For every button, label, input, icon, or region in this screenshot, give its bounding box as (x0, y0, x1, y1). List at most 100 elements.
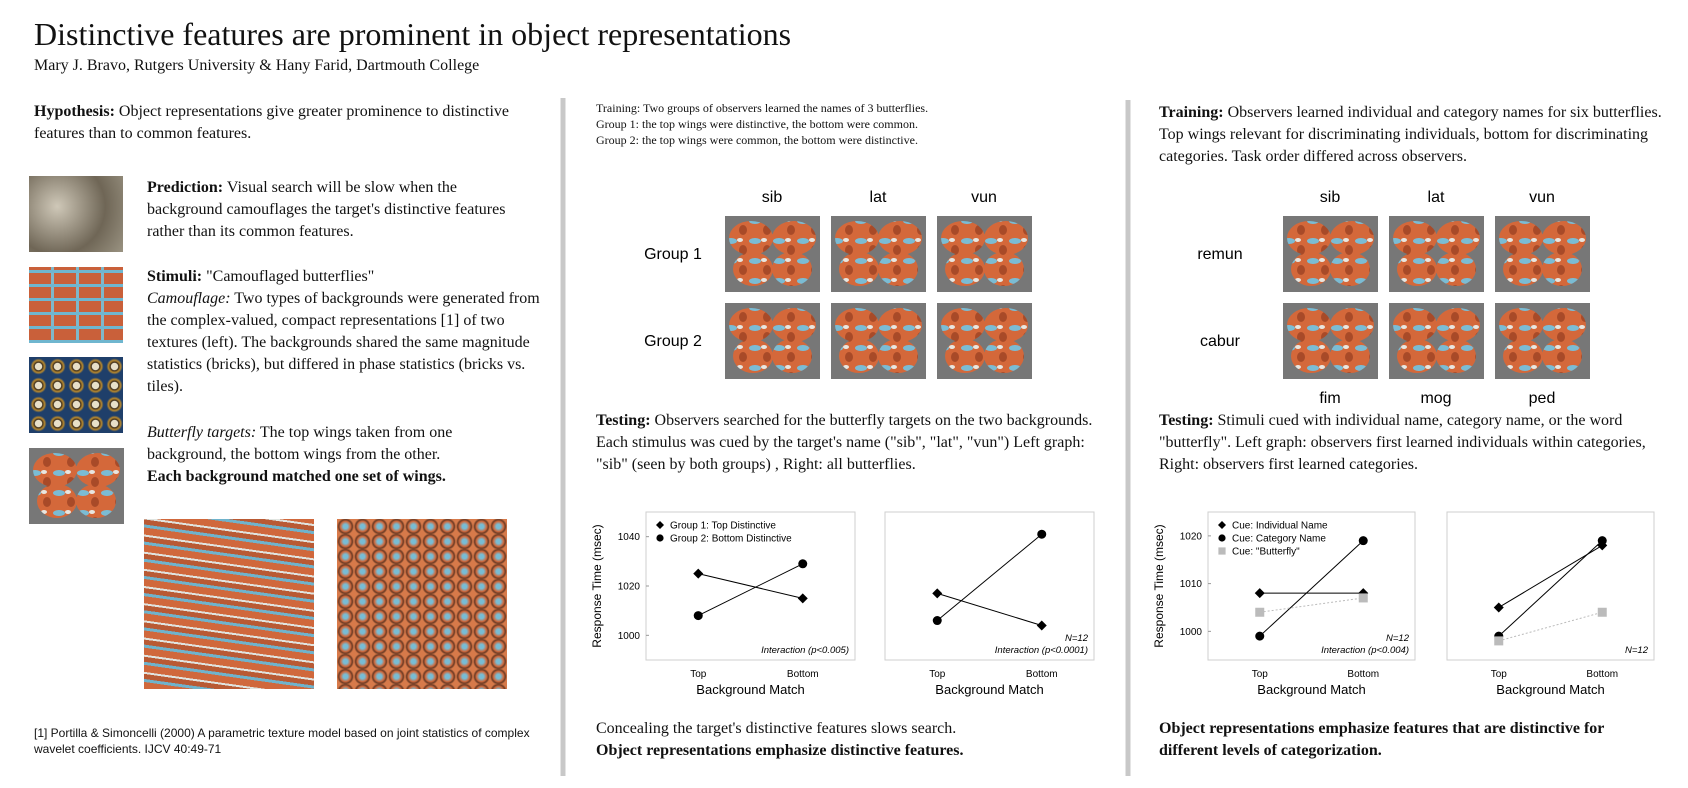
butterfly (725, 216, 820, 292)
text: Object representations give greater prom… (34, 103, 509, 142)
circle-marker (1358, 536, 1368, 546)
x-tick-label: Top (1491, 669, 1508, 680)
text: The top wings taken from one background,… (147, 424, 453, 463)
label: Hypothesis: (34, 103, 115, 120)
legend-label: Cue: Individual Name (1232, 521, 1328, 532)
butterfly (937, 303, 1032, 379)
column-label: sib (762, 189, 783, 206)
square-marker (1494, 636, 1504, 646)
prediction: Prediction: Visual search will be slow w… (147, 177, 507, 243)
annotation: Interaction (p<0.004) (1321, 645, 1409, 656)
y-tick-label: 1040 (618, 532, 641, 543)
plot-frame (884, 511, 1095, 661)
brick-texture (29, 267, 123, 343)
hypothesis: Hypothesis: Object representations give … (34, 101, 544, 145)
series-line (1498, 611, 1603, 642)
annotation: N=12 (1625, 645, 1649, 656)
x-tick-label: Top (929, 669, 946, 680)
circle-marker (1494, 631, 1504, 641)
legend-marker (1218, 534, 1226, 542)
diamond-marker (1358, 588, 1369, 599)
butterfly (831, 216, 926, 292)
square-marker (1255, 607, 1265, 617)
circle-marker (693, 611, 703, 621)
y-tick-label: 1000 (1180, 627, 1203, 638)
label: Training: (1159, 104, 1224, 121)
legend-label: Group 2: Bottom Distinctive (670, 534, 792, 545)
diamond-marker (932, 588, 943, 599)
y-tick-label: 1010 (1180, 579, 1203, 590)
butterfly (1389, 303, 1484, 379)
text: Visual search will be slow when the back… (147, 179, 506, 240)
diamond-marker (1493, 602, 1504, 613)
butterfly (1495, 216, 1590, 292)
butterfly (725, 303, 820, 379)
x-axis-label: Background Match (1496, 682, 1604, 697)
circle-marker (1255, 631, 1265, 641)
conclusion: Concealing the target's distinctive feat… (596, 718, 1116, 762)
circle-marker (1037, 529, 1047, 539)
column-label: vun (971, 189, 997, 206)
x-tick-label: Top (690, 669, 707, 680)
text: "Camouflaged butterflies" (206, 268, 375, 285)
plot-frame (1207, 511, 1416, 661)
x-tick-label: Bottom (1347, 669, 1379, 680)
series-line (698, 563, 803, 617)
column-label: sib (1320, 189, 1341, 206)
series-line (698, 573, 803, 599)
y-axis-label: Response Time (msec) (590, 524, 604, 647)
plot-frame (645, 511, 856, 661)
footnote: [1] Portilla & Simoncelli (2000) A param… (34, 726, 530, 756)
label: Testing: (1159, 412, 1214, 429)
y-axis-label: Response Time (msec) (1152, 524, 1166, 647)
legend-marker (1218, 547, 1226, 555)
diamond-marker (1036, 620, 1047, 631)
series-line (1498, 544, 1603, 608)
row-label: cabur (1200, 333, 1241, 350)
tile-texture (29, 357, 123, 433)
text: Concealing the target's distinctive feat… (596, 720, 957, 737)
diamond-marker (1254, 588, 1265, 599)
line: Group 1: the top wings were distinctive,… (596, 117, 918, 131)
y-tick-label: 1020 (1180, 531, 1203, 542)
column-label: lat (870, 189, 887, 206)
plot-frame (1446, 511, 1655, 661)
butterfly (1283, 303, 1378, 379)
row-label: Group 1 (644, 246, 702, 263)
legend-marker (656, 534, 664, 542)
rock-texture (29, 176, 123, 252)
diamond-marker (693, 568, 704, 579)
authors: Mary J. Bravo, Rutgers University & Hany… (34, 57, 480, 74)
targets: Butterfly targets: The top wings taken f… (147, 422, 507, 488)
label: Prediction: (147, 179, 224, 196)
label: Butterfly targets: (147, 424, 257, 441)
label: Stimuli: (147, 268, 203, 285)
square-marker (1597, 607, 1607, 617)
text: Two types of backgrounds were generated … (147, 290, 540, 395)
x-axis-label: Background Match (696, 682, 804, 697)
label: Testing: (596, 412, 651, 429)
y-tick-label: 1020 (618, 582, 641, 593)
circle-marker (798, 559, 808, 569)
butterfly (1495, 303, 1590, 379)
diamond-marker (797, 593, 808, 604)
butterfly (831, 303, 926, 379)
legend-marker (1218, 521, 1226, 529)
row-label: Group 2 (644, 333, 702, 350)
annotation: Interaction (p<0.0001) (995, 645, 1088, 656)
text: Observers searched for the butterfly tar… (596, 412, 1093, 473)
text: Stimuli cued with individual name, categ… (1159, 412, 1646, 473)
diamond-marker (1597, 540, 1608, 551)
camouflage-tiles (337, 519, 507, 689)
legend-label: Group 1: Top Distinctive (670, 521, 776, 532)
title: Distinctive features are prominent in ob… (34, 16, 792, 52)
column-label: vun (1529, 189, 1555, 206)
testing: Testing: Observers searched for the butt… (596, 410, 1116, 476)
butterfly-example (29, 448, 123, 524)
x-tick-label: Bottom (1586, 669, 1618, 680)
annotation: N=12 (1386, 633, 1410, 644)
y-tick-label: 1000 (618, 631, 641, 642)
line: Training: Two groups of observers learne… (596, 101, 929, 115)
training: Training: Observers learned individual a… (1159, 102, 1679, 168)
series-line (1259, 540, 1364, 637)
